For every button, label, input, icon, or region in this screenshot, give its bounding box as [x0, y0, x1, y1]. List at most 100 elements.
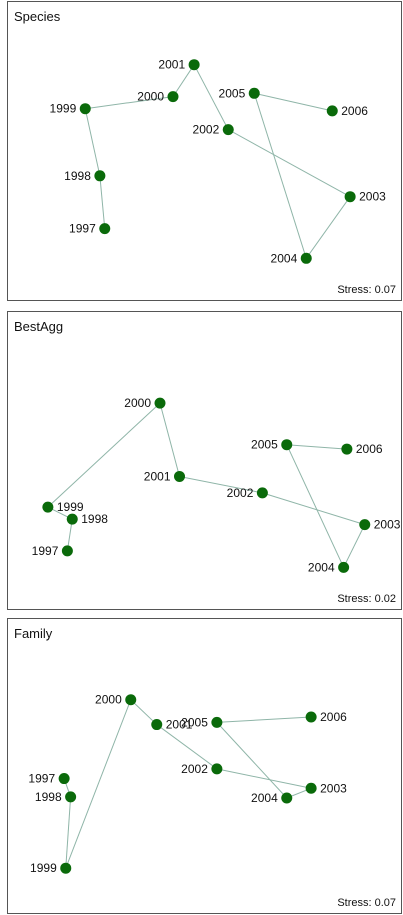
point-label-2004: 2004 — [308, 560, 335, 574]
family-plot: 1997 1998 1999 2000 2001 2002 2003 2004 2005 2006 — [28, 693, 347, 875]
point-label-1997: 1997 — [32, 544, 59, 558]
point-2006 — [326, 105, 338, 117]
point-label-2001: 2001 — [144, 469, 171, 483]
connector-line-2001-2002 — [193, 64, 229, 130]
stress-label: Stress: — [337, 593, 372, 605]
point-2004 — [281, 792, 293, 804]
connector-line-2003-2004 — [305, 196, 351, 259]
connector-line-2002-2003 — [216, 768, 312, 789]
point-label-1998: 1998 — [64, 169, 91, 183]
connector-line-2004-2005 — [286, 444, 345, 568]
point-label-2003: 2003 — [359, 190, 386, 204]
connector-line-2002-2003 — [262, 492, 365, 526]
point-label-2005: 2005 — [251, 438, 278, 452]
point-1999 — [60, 862, 72, 874]
point-2004 — [338, 561, 350, 573]
point-label-2000: 2000 — [95, 693, 122, 707]
point-label-1999: 1999 — [57, 500, 84, 514]
point-label-1998: 1998 — [35, 790, 62, 804]
point-1999 — [79, 103, 91, 115]
stress-value: 0.07 — [374, 284, 396, 296]
connector-line-1999-2000 — [65, 699, 132, 869]
point-2006 — [341, 443, 353, 455]
point-1998 — [66, 513, 78, 525]
point-label-2006: 2006 — [341, 104, 368, 118]
panel-title: Species — [14, 9, 61, 24]
stress-readout: Stress: 0.07 — [337, 284, 396, 296]
point-1997 — [99, 223, 111, 235]
connector-line-2005-2006 — [216, 716, 312, 723]
point-label-1997: 1997 — [69, 222, 96, 236]
point-2003 — [305, 782, 317, 794]
point-label-2000: 2000 — [124, 396, 151, 410]
stress-label: Stress: — [337, 284, 372, 296]
point-label-1998: 1998 — [81, 512, 108, 526]
point-label-1999: 1999 — [30, 861, 57, 875]
point-1997 — [58, 773, 70, 785]
panel-title: Family — [14, 626, 53, 641]
point-2003 — [359, 519, 371, 531]
stress-value: 0.07 — [374, 897, 396, 909]
bestagg-panel: BestAgg 1997 1998 1999 2000 2001 2002 2003 2004… — [7, 311, 402, 610]
point-label-2002: 2002 — [227, 486, 254, 500]
connector-line-1997-1998 — [99, 175, 106, 229]
stress-value: 0.02 — [374, 593, 396, 605]
species-plot: 1997 1998 1999 2000 2001 2002 2003 2004 2005 2006 — [50, 58, 387, 266]
point-2003 — [344, 191, 356, 203]
point-2005 — [281, 439, 293, 451]
panel-title: BestAgg — [14, 319, 64, 334]
connector-line-2000-2001 — [130, 699, 158, 725]
point-2001 — [188, 59, 200, 71]
stress-readout: Stress: 0.02 — [337, 593, 396, 605]
point-2001 — [151, 719, 163, 731]
point-2000 — [125, 694, 137, 706]
point-label-2005: 2005 — [181, 715, 208, 729]
point-label-1999: 1999 — [50, 102, 77, 116]
point-2000 — [167, 91, 179, 103]
point-2002 — [211, 763, 223, 775]
connector-line-2003-2004 — [343, 524, 366, 568]
connector-line-2005-2006 — [286, 444, 347, 450]
point-label-2002: 2002 — [181, 762, 208, 776]
connector-line-1998-1999 — [84, 108, 101, 176]
point-label-2000: 2000 — [137, 90, 164, 104]
connector-line-2005-2006 — [254, 92, 333, 112]
point-label-2006: 2006 — [320, 710, 347, 724]
connector-line-2001-2002 — [179, 475, 263, 494]
point-label-2001: 2001 — [158, 58, 185, 72]
connector-line-2001-2002 — [156, 724, 218, 770]
connector-line-1999-2000 — [85, 96, 174, 110]
point-2002 — [222, 124, 234, 136]
point-label-2003: 2003 — [320, 781, 347, 795]
connector-line-2004-2005 — [216, 722, 288, 799]
point-label-1997: 1997 — [28, 772, 55, 786]
point-1997 — [61, 545, 73, 557]
stress-label: Stress: — [337, 897, 372, 909]
point-label-2003: 2003 — [374, 518, 401, 532]
connector-line-2002-2003 — [228, 129, 351, 198]
connector-line-2000-2001 — [172, 64, 195, 97]
point-label-2006: 2006 — [356, 442, 383, 456]
connector-line-1999-2000 — [47, 402, 161, 508]
species-panel: Species 1997 1998 1999 2000 2001 2002 2003 2004… — [7, 1, 402, 301]
connector-line-2004-2005 — [253, 93, 307, 259]
point-2002 — [256, 487, 268, 499]
connector-line-2000-2001 — [159, 402, 180, 477]
point-label-2004: 2004 — [251, 791, 278, 805]
family-panel: Family 1997 1998 1999 2000 2001 2002 2003 2004 2… — [7, 618, 402, 914]
point-2005 — [211, 716, 223, 728]
point-1998 — [94, 170, 106, 182]
point-label-2005: 2005 — [219, 86, 246, 100]
point-label-2004: 2004 — [271, 251, 298, 265]
point-2004 — [300, 252, 312, 264]
point-2000 — [154, 397, 166, 409]
connector-line-1998-1999 — [65, 796, 72, 869]
point-label-2002: 2002 — [193, 123, 220, 137]
point-1998 — [65, 791, 77, 803]
point-2005 — [248, 87, 260, 99]
point-2001 — [174, 470, 185, 482]
stress-readout: Stress: 0.07 — [337, 897, 396, 909]
point-label-2001: 2001 — [166, 718, 193, 732]
point-2006 — [305, 711, 317, 723]
